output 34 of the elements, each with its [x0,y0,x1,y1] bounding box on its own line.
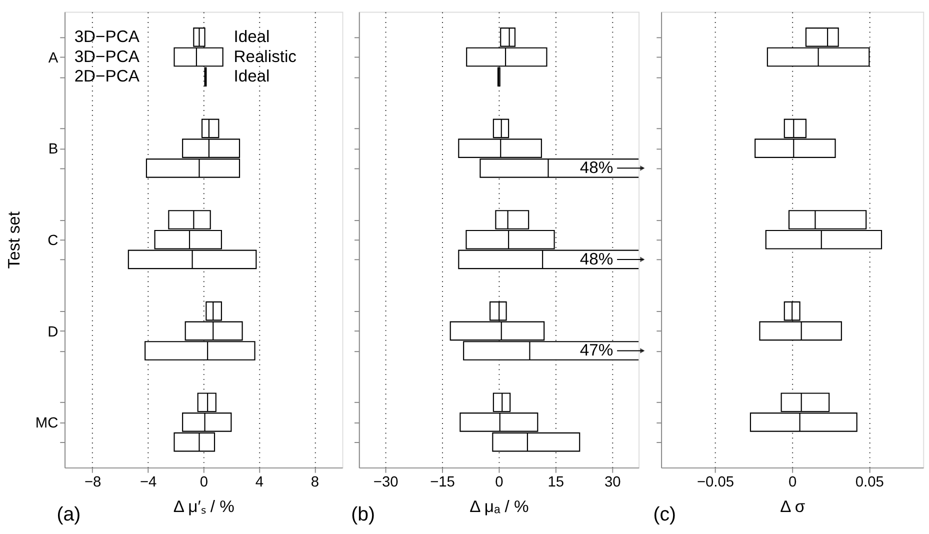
x-tick-label: 8 [310,474,320,491]
text: (c) [653,503,676,526]
series-label: Ideal [234,27,270,46]
y-tick-label: MC [35,416,59,432]
annotation: 3D−PCA [74,27,140,46]
y-tick-label: B [48,142,58,158]
x-tick-label: 0 [788,474,797,491]
x-axis-title: Δ μₐ / % [470,496,530,516]
x-tick-label: −15 [430,474,455,491]
x-tick-label: 15 [548,474,564,491]
text: (a) [56,503,81,526]
x-axis-title: Δ σ [780,496,806,516]
x-axis-title: Δ μ′ₛ / % [173,496,235,516]
series-label: Ideal [234,66,270,86]
annotation: 2D−PCA [74,66,140,86]
x-tick-label: −30 [373,474,398,491]
annotation: 48% [580,249,614,268]
series-label: Realistic [234,46,296,66]
y-tick-label: C [48,232,59,249]
x-tick-label: −8 [84,474,102,491]
x-tick-label: 30 [604,474,621,491]
y-axis-title: Test set [4,211,24,269]
x-tick-label: −0.05 [696,474,734,491]
annotation: 47% [580,340,614,360]
y-tick-label: D [48,324,58,340]
x-tick-label: 0.05 [855,474,884,491]
annotation: 3D−PCA [74,46,140,66]
text: (b) [351,503,375,526]
x-tick-label: 0 [200,474,208,491]
x-tick-label: −4 [140,474,157,491]
x-tick-label: 0 [495,474,504,491]
annotation: 48% [580,158,614,178]
x-tick-label: 4 [255,474,264,491]
y-tick-label: A [48,50,58,66]
